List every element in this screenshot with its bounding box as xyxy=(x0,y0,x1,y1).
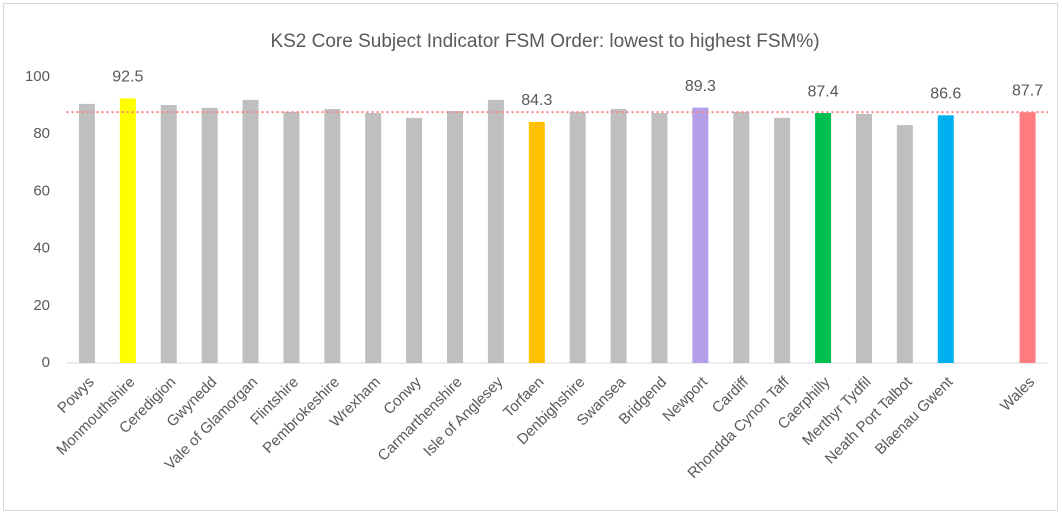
bar xyxy=(855,113,872,363)
data-label: 87.7 xyxy=(1012,82,1043,99)
y-tick-label: 80 xyxy=(33,125,50,142)
bar xyxy=(774,117,791,363)
data-label: 87.4 xyxy=(808,83,839,100)
bar xyxy=(937,115,954,363)
bar xyxy=(283,111,300,363)
bar xyxy=(324,109,341,363)
y-tick-label: 60 xyxy=(33,182,50,199)
bar xyxy=(365,113,382,363)
bar xyxy=(1019,112,1036,363)
bar xyxy=(78,103,95,363)
y-tick-label: 20 xyxy=(33,297,50,314)
data-label: 86.6 xyxy=(930,86,961,103)
bar xyxy=(569,111,586,363)
bar xyxy=(160,105,177,363)
bar xyxy=(406,117,423,363)
chart-title: KS2 Core Subject Indicator FSM Order: lo… xyxy=(270,31,819,52)
data-label: 92.5 xyxy=(112,69,143,86)
y-tick-label: 100 xyxy=(25,68,50,85)
bar xyxy=(242,99,259,363)
bar xyxy=(528,121,545,363)
bar xyxy=(651,113,668,363)
y-tick-label: 0 xyxy=(42,354,50,371)
bar xyxy=(487,99,504,363)
bar xyxy=(692,107,709,364)
bar xyxy=(119,98,136,363)
bar xyxy=(815,113,832,363)
data-label: 84.3 xyxy=(521,92,552,109)
data-label: 89.3 xyxy=(685,78,716,95)
bar xyxy=(733,111,750,363)
y-tick-label: 40 xyxy=(33,240,50,257)
bar xyxy=(447,111,464,363)
bar xyxy=(201,107,218,363)
bar xyxy=(610,109,627,363)
bar xyxy=(896,125,913,363)
